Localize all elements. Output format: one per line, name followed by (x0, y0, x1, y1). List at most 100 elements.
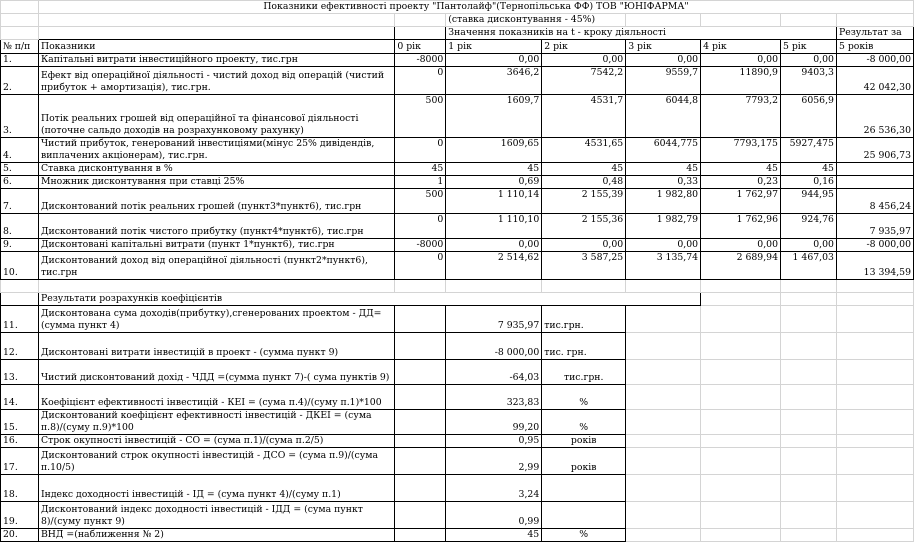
cell[interactable] (700, 528, 781, 542)
result-unit[interactable]: тис.грн. (541, 305, 627, 333)
value-cell[interactable]: 924,76 (779, 213, 837, 239)
cell[interactable] (394, 332, 447, 360)
row-number[interactable]: 4. (0, 137, 39, 163)
value-cell[interactable]: 6056,9 (779, 94, 837, 138)
value-cell[interactable]: 1 982,79 (625, 213, 702, 239)
cell[interactable] (394, 474, 447, 502)
value-cell[interactable]: 0,69 (445, 175, 543, 189)
cell[interactable] (779, 384, 837, 410)
cell[interactable] (700, 279, 781, 293)
value-cell[interactable]: 0,00 (541, 238, 627, 252)
cell[interactable] (835, 359, 914, 385)
cell[interactable] (700, 501, 781, 529)
cell[interactable] (700, 384, 781, 410)
cell[interactable] (779, 528, 837, 542)
result-value[interactable]: -8 000,00 (445, 332, 543, 360)
cell[interactable] (835, 384, 914, 410)
cell[interactable] (779, 13, 837, 27)
row-label[interactable]: Ставка дисконтування в % (37, 162, 396, 176)
cell[interactable] (625, 384, 702, 410)
row-label[interactable]: Чистий прибуток, генерований інвестиціям… (37, 137, 396, 163)
row-number[interactable]: 15. (0, 409, 39, 435)
value-cell[interactable]: 0,33 (625, 175, 702, 189)
value-cell[interactable]: 944,95 (779, 188, 837, 214)
value-cell[interactable]: 2 155,39 (541, 188, 627, 214)
cell[interactable] (394, 359, 447, 385)
cell[interactable] (0, 279, 39, 293)
column-header-name[interactable]: Показники (37, 39, 396, 54)
row-number[interactable]: 9. (0, 238, 39, 252)
value-cell[interactable]: 0,00 (445, 53, 543, 67)
result-cell[interactable]: -8 000,00 (835, 53, 914, 67)
row-label[interactable]: Дисконтовані витрати інвестицій в проект… (37, 332, 396, 360)
value-cell[interactable]: 45 (700, 162, 781, 176)
cell[interactable] (700, 305, 781, 333)
cell[interactable] (541, 279, 627, 293)
value-cell[interactable]: 0,00 (700, 238, 781, 252)
result-cell[interactable]: 7 935,97 (835, 213, 914, 239)
cell[interactable] (625, 13, 702, 27)
row-label[interactable]: Індекс доходності інвестицій - ІД = (сум… (37, 474, 396, 502)
value-cell[interactable]: 1609,65 (445, 137, 543, 163)
value-cell[interactable]: 5927,475 (779, 137, 837, 163)
row-label[interactable]: Дисконтований коефіцієнт ефективності ін… (37, 409, 396, 435)
row-label[interactable]: Дисконтований потік реальних грошей (пун… (37, 188, 396, 214)
cell[interactable] (700, 409, 781, 435)
cell[interactable] (779, 305, 837, 333)
cell[interactable] (700, 332, 781, 360)
result-value[interactable]: 0,99 (445, 501, 543, 529)
result-value[interactable]: -64,03 (445, 359, 543, 385)
cell[interactable] (625, 409, 702, 435)
value-cell[interactable]: 500 (394, 94, 447, 138)
result-unit[interactable]: тис.грн. (541, 359, 627, 385)
cell[interactable] (625, 305, 702, 333)
cell[interactable] (394, 409, 447, 435)
result-cell[interactable] (835, 175, 914, 189)
value-cell[interactable]: 6044,8 (625, 94, 702, 138)
result-cell[interactable]: 8 456,24 (835, 188, 914, 214)
column-header-year[interactable]: 0 рік (394, 39, 447, 54)
cell[interactable] (625, 434, 702, 448)
value-cell[interactable]: -8000 (394, 53, 447, 67)
column-header-year[interactable]: 1 рік (445, 39, 543, 54)
row-number[interactable]: 18. (0, 474, 39, 502)
row-number[interactable]: 3. (0, 94, 39, 138)
value-cell[interactable]: 1 110,14 (445, 188, 543, 214)
value-cell[interactable]: -8000 (394, 238, 447, 252)
cell[interactable] (700, 359, 781, 385)
result-value[interactable]: 0,95 (445, 434, 543, 448)
row-label[interactable]: Капітальні витрати інвестиційного проект… (37, 53, 396, 67)
value-cell[interactable]: 0 (394, 137, 447, 163)
cell[interactable] (37, 13, 396, 27)
cell[interactable] (779, 292, 837, 306)
result-cell[interactable]: -8 000,00 (835, 238, 914, 252)
cell[interactable] (625, 501, 702, 529)
cell[interactable] (835, 409, 914, 435)
row-label[interactable]: Потік реальних грошей від операційної та… (37, 94, 396, 138)
row-label[interactable]: ВНД =(наближення № 2) (37, 528, 396, 542)
cell[interactable] (779, 447, 837, 475)
group-header[interactable]: Значення показників на t - кроку діяльно… (445, 26, 837, 40)
value-cell[interactable]: 0,00 (541, 53, 627, 67)
cell[interactable] (625, 359, 702, 385)
value-cell[interactable]: 2 689,94 (700, 251, 781, 280)
row-number[interactable]: 8. (0, 213, 39, 239)
value-cell[interactable]: 1 110,10 (445, 213, 543, 239)
row-number[interactable]: 14. (0, 384, 39, 410)
column-header-year[interactable]: 3 рік (625, 39, 702, 54)
result-unit[interactable]: років (541, 447, 627, 475)
value-cell[interactable]: 6044,775 (625, 137, 702, 163)
column-header-year[interactable]: 5 рік (779, 39, 837, 54)
cell[interactable] (779, 501, 837, 529)
result-value[interactable]: 99,20 (445, 409, 543, 435)
value-cell[interactable]: 0,00 (700, 53, 781, 67)
cell[interactable] (835, 305, 914, 333)
value-cell[interactable]: 4531,65 (541, 137, 627, 163)
result-unit[interactable] (541, 474, 627, 502)
row-number[interactable]: 12. (0, 332, 39, 360)
cell[interactable] (625, 279, 702, 293)
value-cell[interactable]: 45 (625, 162, 702, 176)
cell[interactable] (779, 279, 837, 293)
value-cell[interactable]: 0,23 (700, 175, 781, 189)
row-label[interactable]: Дисконтований індекс доходності інвестиц… (37, 501, 396, 529)
